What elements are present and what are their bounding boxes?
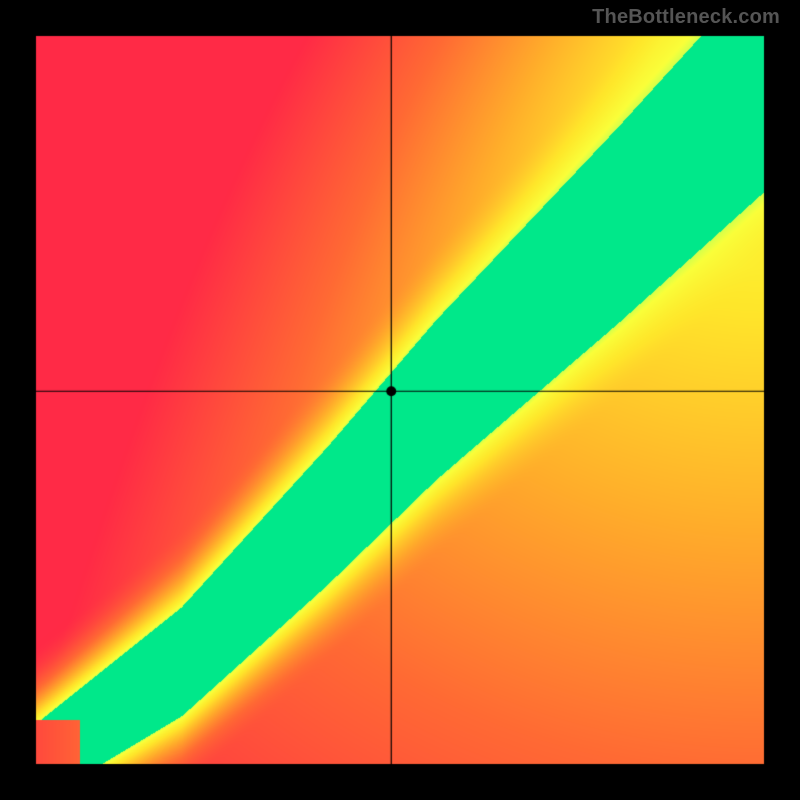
chart-container: TheBottleneck.com: [0, 0, 800, 800]
heatmap-canvas: [0, 0, 800, 800]
watermark-text: TheBottleneck.com: [592, 6, 780, 29]
